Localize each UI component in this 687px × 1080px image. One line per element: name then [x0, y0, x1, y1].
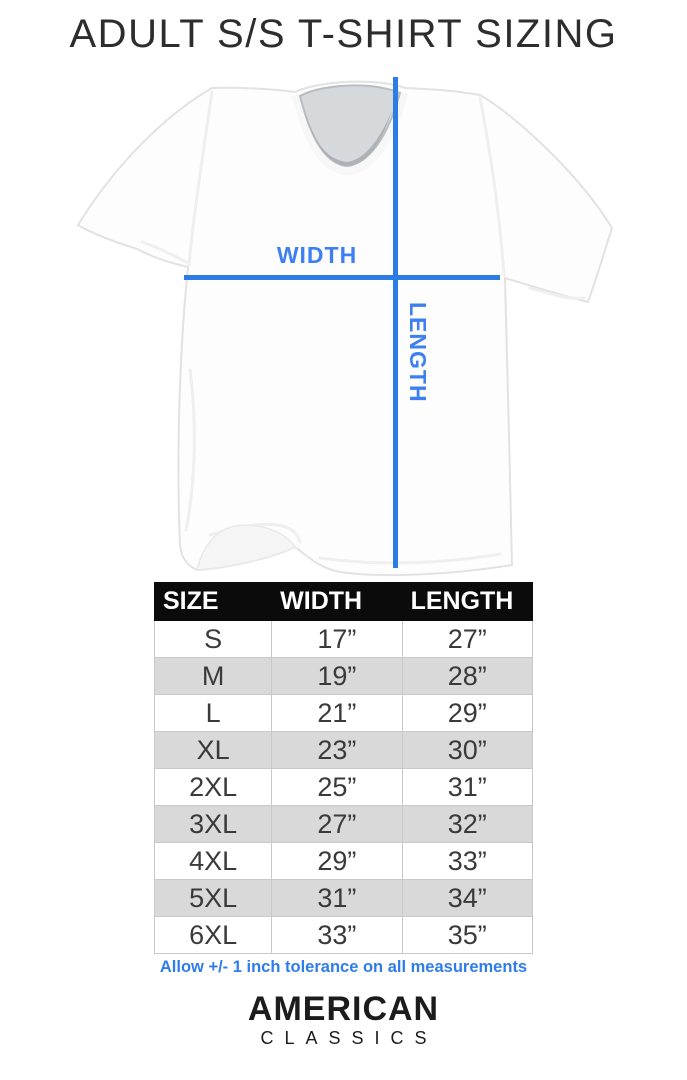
tshirt-hem-fold — [196, 524, 297, 571]
width-cell: 21” — [271, 694, 403, 732]
size-cell: 5XL — [153, 879, 273, 917]
length-label: LENGTH — [405, 302, 431, 403]
size-cell: 4XL — [153, 842, 273, 880]
width-measure-line — [184, 275, 500, 280]
page-title: ADULT S/S T-SHIRT SIZING — [69, 12, 618, 56]
length-cell: 34” — [401, 879, 534, 917]
table-row-6xl: 6XL 33” 35” — [153, 916, 534, 954]
table-header-row: SIZE WIDTH LENGTH — [153, 582, 534, 621]
length-cell: 35” — [401, 916, 534, 954]
table-row-l: L 21” 29” — [153, 694, 534, 732]
width-cell: 27” — [271, 805, 403, 843]
size-cell: 2XL — [153, 768, 273, 806]
column-header-size: SIZE — [153, 582, 273, 621]
brand-name-primary: AMERICAN — [247, 990, 440, 1028]
tshirt-image — [77, 80, 613, 577]
length-cell: 33” — [401, 842, 534, 880]
size-cell: M — [153, 657, 273, 695]
size-cell: 3XL — [153, 805, 273, 843]
width-cell: 29” — [271, 842, 403, 880]
length-cell: 27” — [401, 620, 534, 658]
table-row-3xl: 3XL 27” 32” — [153, 805, 534, 843]
column-header-length: LENGTH — [401, 582, 534, 621]
column-header-width: WIDTH — [271, 582, 403, 621]
tshirt-collar-shadow — [304, 110, 392, 166]
width-cell: 33” — [271, 916, 403, 954]
table-row-m: M 19” 28” — [153, 657, 534, 695]
width-cell: 31” — [271, 879, 403, 917]
table-row-2xl: 2XL 25” 31” — [153, 768, 534, 806]
length-cell: 31” — [401, 768, 534, 806]
length-measure-line — [393, 77, 398, 568]
table-row-xl: XL 23” 30” — [153, 731, 534, 769]
size-cell: S — [153, 620, 273, 658]
width-label: WIDTH — [276, 242, 358, 268]
table-row-4xl: 4XL 29” 33” — [153, 842, 534, 880]
length-cell: 28” — [401, 657, 534, 695]
width-cell: 19” — [271, 657, 403, 695]
brand-logo: AMERICAN CLASSICS — [0, 992, 687, 1047]
tolerance-note: Allow +/- 1 inch tolerance on all measur… — [159, 958, 528, 976]
length-cell: 30” — [401, 731, 534, 769]
length-cell: 29” — [401, 694, 534, 732]
size-cell: XL — [153, 731, 273, 769]
table-row-s: S 17” 27” — [153, 620, 534, 658]
length-cell: 32” — [401, 805, 534, 843]
width-cell: 25” — [271, 768, 403, 806]
width-cell: 17” — [271, 620, 403, 658]
size-cell: L — [153, 694, 273, 732]
brand-name-secondary: CLASSICS — [260, 1028, 438, 1048]
width-cell: 23” — [271, 731, 403, 769]
tshirt-collar-band — [291, 90, 409, 176]
size-chart-table: SIZE WIDTH LENGTH S 17” 27” M 19” 28” L … — [153, 582, 534, 954]
tshirt-body — [77, 80, 613, 577]
table-row-5xl: 5XL 31” 34” — [153, 879, 534, 917]
size-cell: 6XL — [153, 916, 273, 954]
